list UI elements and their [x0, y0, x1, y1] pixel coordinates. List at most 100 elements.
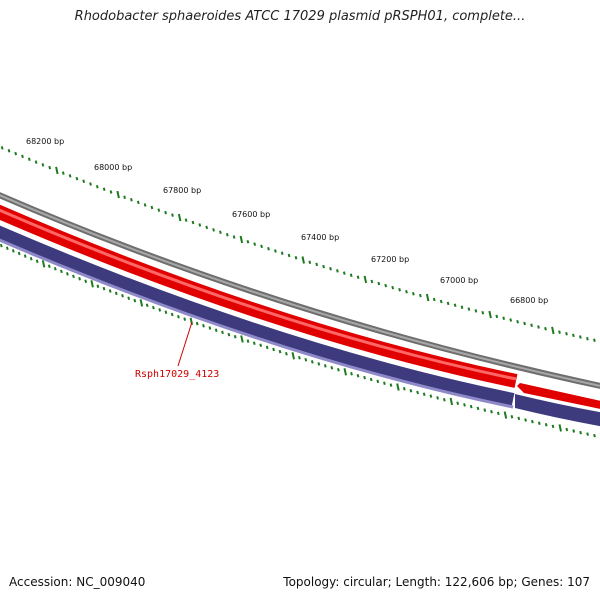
upper-ruler-tick	[246, 239, 250, 244]
upper-ruler-tick	[41, 163, 45, 167]
genome-summary-text: Topology: circular; Length: 122,606 bp; …	[283, 575, 590, 589]
upper-ruler-tick	[68, 174, 72, 178]
upper-ruler-tick	[432, 297, 436, 302]
lower-ruler-tick	[376, 379, 380, 384]
lower-ruler-tick	[170, 312, 174, 317]
lower-ruler-tick	[510, 414, 514, 419]
lower-ruler-tick	[490, 409, 493, 414]
lower-ruler-tick	[463, 403, 466, 407]
reverse-gene-feature-2[interactable]	[515, 394, 600, 428]
lower-ruler-tick	[317, 362, 321, 366]
lower-ruler-tick	[202, 324, 205, 328]
upper-ruler-tick	[14, 151, 18, 156]
upper-ruler-tick	[579, 335, 582, 339]
upper-ruler-tick	[419, 293, 422, 298]
upper-ruler-tick	[55, 166, 59, 175]
upper-ruler-tick	[7, 148, 11, 153]
lower-ruler-tick	[102, 286, 106, 291]
lower-ruler-tick	[579, 430, 582, 435]
gene-label[interactable]: Rsph17029_4123	[135, 369, 219, 380]
lower-ruler-tick	[139, 299, 144, 307]
lower-ruler-tick	[0, 243, 3, 248]
lower-ruler-tick	[337, 368, 340, 372]
upper-ruler-tick	[384, 283, 388, 288]
lower-ruler-tick	[389, 383, 393, 387]
upper-ruler-tick	[370, 279, 374, 284]
lower-ruler-tick	[330, 366, 334, 370]
lower-ruler-tick	[409, 388, 413, 393]
forward-gene-feature-2[interactable]	[517, 383, 600, 411]
upper-ruler-tick	[184, 218, 188, 222]
lower-ruler-tick	[383, 381, 386, 386]
upper-ruler-tick	[239, 235, 244, 244]
backbone-track-highlight	[0, 194, 600, 387]
upper-ruler-tick	[363, 275, 368, 284]
upper-ruler-tick	[136, 200, 140, 205]
ruler-label: 66800 bp	[510, 296, 548, 305]
upper-ruler-tick	[336, 269, 339, 273]
upper-ruler-tick	[116, 190, 120, 199]
upper-ruler-tick	[565, 331, 568, 336]
upper-ruler-tick	[225, 232, 229, 237]
lower-ruler-tick	[246, 339, 250, 343]
upper-ruler-tick	[322, 264, 325, 269]
upper-ruler-tick	[516, 320, 519, 324]
lower-ruler-tick	[195, 321, 199, 326]
upper-ruler-tick	[558, 330, 561, 334]
lower-ruler-tick	[531, 419, 534, 424]
upper-ruler-tick	[398, 287, 401, 292]
lower-ruler-tick	[323, 364, 327, 368]
upper-ruler-tick	[467, 307, 471, 311]
lower-ruler-tick	[60, 269, 63, 274]
ruler-label: 67200 bp	[371, 255, 409, 264]
upper-ruler-tick	[551, 326, 555, 335]
upper-ruler-tick	[48, 165, 52, 170]
lower-ruler-tick	[221, 330, 224, 335]
lower-ruler-tick	[158, 308, 162, 312]
upper-ruler-tick	[75, 176, 79, 181]
lower-ruler-tick	[259, 343, 263, 348]
upper-ruler-tick	[315, 262, 319, 267]
lower-ruler-tick	[177, 315, 180, 319]
lower-ruler-tick	[456, 401, 460, 405]
lower-ruler-tick	[422, 392, 426, 397]
lower-ruler-tick	[96, 284, 100, 288]
ruler-label: 67000 bp	[440, 276, 478, 285]
lower-ruler-tick	[429, 394, 433, 398]
lower-ruler-tick	[363, 375, 366, 380]
lower-ruler-tick	[66, 272, 69, 276]
upper-ruler-tick	[253, 242, 257, 246]
upper-ruler-tick	[157, 208, 161, 212]
reverse-gene-feature[interactable]	[0, 225, 515, 407]
upper-ruler-tick	[260, 244, 263, 249]
lower-ruler-tick	[252, 341, 256, 345]
upper-ruler-tick	[95, 184, 99, 189]
upper-ruler-tick	[349, 273, 353, 277]
upper-ruler-tick	[544, 326, 547, 331]
upper-ruler-tick	[572, 333, 575, 338]
upper-ruler-tick	[177, 213, 182, 222]
lower-ruler-tick	[233, 335, 237, 339]
lower-ruler-tick	[476, 406, 480, 411]
lower-ruler-tick	[265, 345, 269, 350]
lower-ruler-tick	[152, 305, 155, 310]
lower-ruler-tick	[469, 404, 473, 409]
upper-ruler-tick	[294, 256, 298, 260]
upper-ruler-tick	[391, 285, 395, 290]
accession-text: Accession: NC_009040	[9, 575, 146, 589]
lower-ruler-tick	[29, 256, 33, 261]
upper-ruler-tick	[488, 310, 492, 319]
lower-ruler-tick	[278, 349, 282, 354]
ruler-label: 68200 bp	[26, 137, 64, 146]
upper-ruler-tick	[425, 293, 430, 302]
lower-ruler-tick	[343, 368, 347, 376]
upper-ruler-tick	[130, 198, 133, 202]
lower-ruler-tick	[586, 432, 589, 436]
ruler-label: 67600 bp	[232, 210, 270, 219]
lower-ruler-tick	[121, 294, 124, 298]
lower-ruler-tick	[442, 397, 446, 402]
forward-gene-feature[interactable]	[0, 204, 518, 388]
lower-ruler-tick	[53, 267, 57, 271]
lower-ruler-tick	[396, 383, 400, 391]
